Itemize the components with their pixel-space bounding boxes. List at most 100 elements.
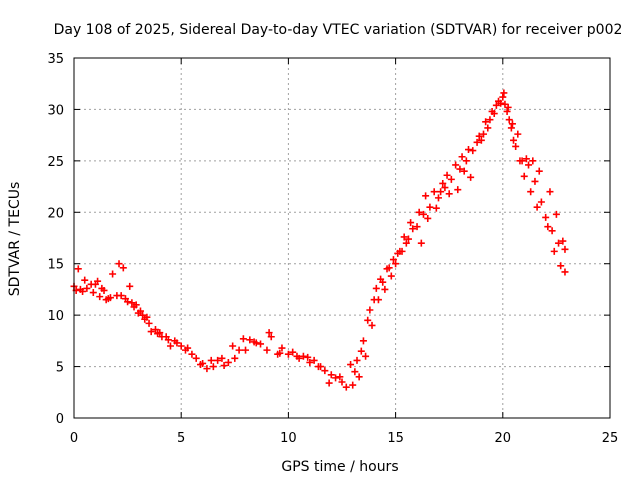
data-point [166,342,174,350]
data-point [499,93,507,101]
data-point [500,89,508,97]
data-point [394,249,402,257]
data-point [188,350,196,358]
data-point [432,204,440,212]
data-point [527,188,535,196]
data-point [445,190,453,198]
data-point [126,282,134,290]
y-tick-label: 10 [47,309,64,324]
data-point [504,103,512,111]
data-point [385,264,393,272]
data-point [257,340,265,348]
y-axis-label: SDTVAR / TECUs [7,182,23,297]
data-point [327,371,335,379]
data-point [557,262,565,270]
data-point [94,277,102,285]
data-point [154,330,162,338]
y-tick-label: 30 [47,103,64,118]
data-point [357,347,365,355]
series-band-c [72,89,567,387]
data-point [426,203,434,211]
data-point [409,225,417,233]
data-point [207,356,215,364]
data-point [83,284,91,292]
data-point [424,214,432,222]
data-point [196,361,204,369]
data-point [218,354,226,362]
series-band-a [70,99,569,389]
data-point [400,233,408,241]
data-point [525,161,533,169]
y-tick-label: 20 [47,206,64,221]
data-point [518,157,526,165]
data-point [304,353,312,361]
data-point [214,356,222,364]
data-point [542,213,550,221]
data-point [278,344,286,352]
data-point [79,287,87,295]
data-point [550,247,558,255]
data-point [158,333,166,341]
data-point [87,280,95,288]
data-point [464,146,472,154]
data-point [109,270,117,278]
data-point [177,342,185,350]
data-point [555,239,563,247]
data-point [430,188,438,196]
data-point [239,335,247,343]
data-point [151,326,159,334]
data-point [454,186,462,194]
data-point [379,278,387,286]
data-point [473,138,481,146]
x-axis-label: GPS time / hours [281,459,398,475]
data-point [460,167,468,175]
data-point [353,356,361,364]
data-point [224,358,232,366]
y-tick-label: 0 [56,412,64,427]
data-point [342,383,350,391]
data-point [362,352,370,360]
data-point [372,284,380,292]
data-point [447,175,455,183]
data-point [89,289,97,297]
data-point [347,361,355,369]
x-tick-label: 20 [495,431,512,446]
data-point [289,348,297,356]
data-point [492,101,500,109]
data-point [458,153,466,161]
data-point [548,227,556,235]
data-point [321,367,329,375]
data-point [306,358,314,366]
data-point [507,124,515,132]
data-point [417,239,425,247]
data-point [143,313,151,321]
data-point [422,192,430,200]
data-point [531,177,539,185]
data-point [246,336,254,344]
data-point [552,210,560,218]
data-point [522,155,530,163]
data-point [203,365,211,373]
data-point [147,328,155,336]
grid [74,58,610,418]
data-point [184,344,192,352]
x-tick-label: 10 [280,431,297,446]
data-point [514,130,522,138]
data-point [145,319,153,327]
data-point [505,116,513,124]
data-point [263,346,271,354]
data-point [229,342,237,350]
data-point [419,210,427,218]
data-point [351,368,359,376]
data-point [359,337,367,345]
data-point [284,350,292,358]
data-point [544,223,552,231]
data-point [235,346,243,354]
data-point [434,194,442,202]
y-tick-label: 15 [47,258,64,273]
data-point [482,118,490,126]
data-point [132,301,140,309]
data-point [561,268,569,276]
data-point [81,276,89,284]
